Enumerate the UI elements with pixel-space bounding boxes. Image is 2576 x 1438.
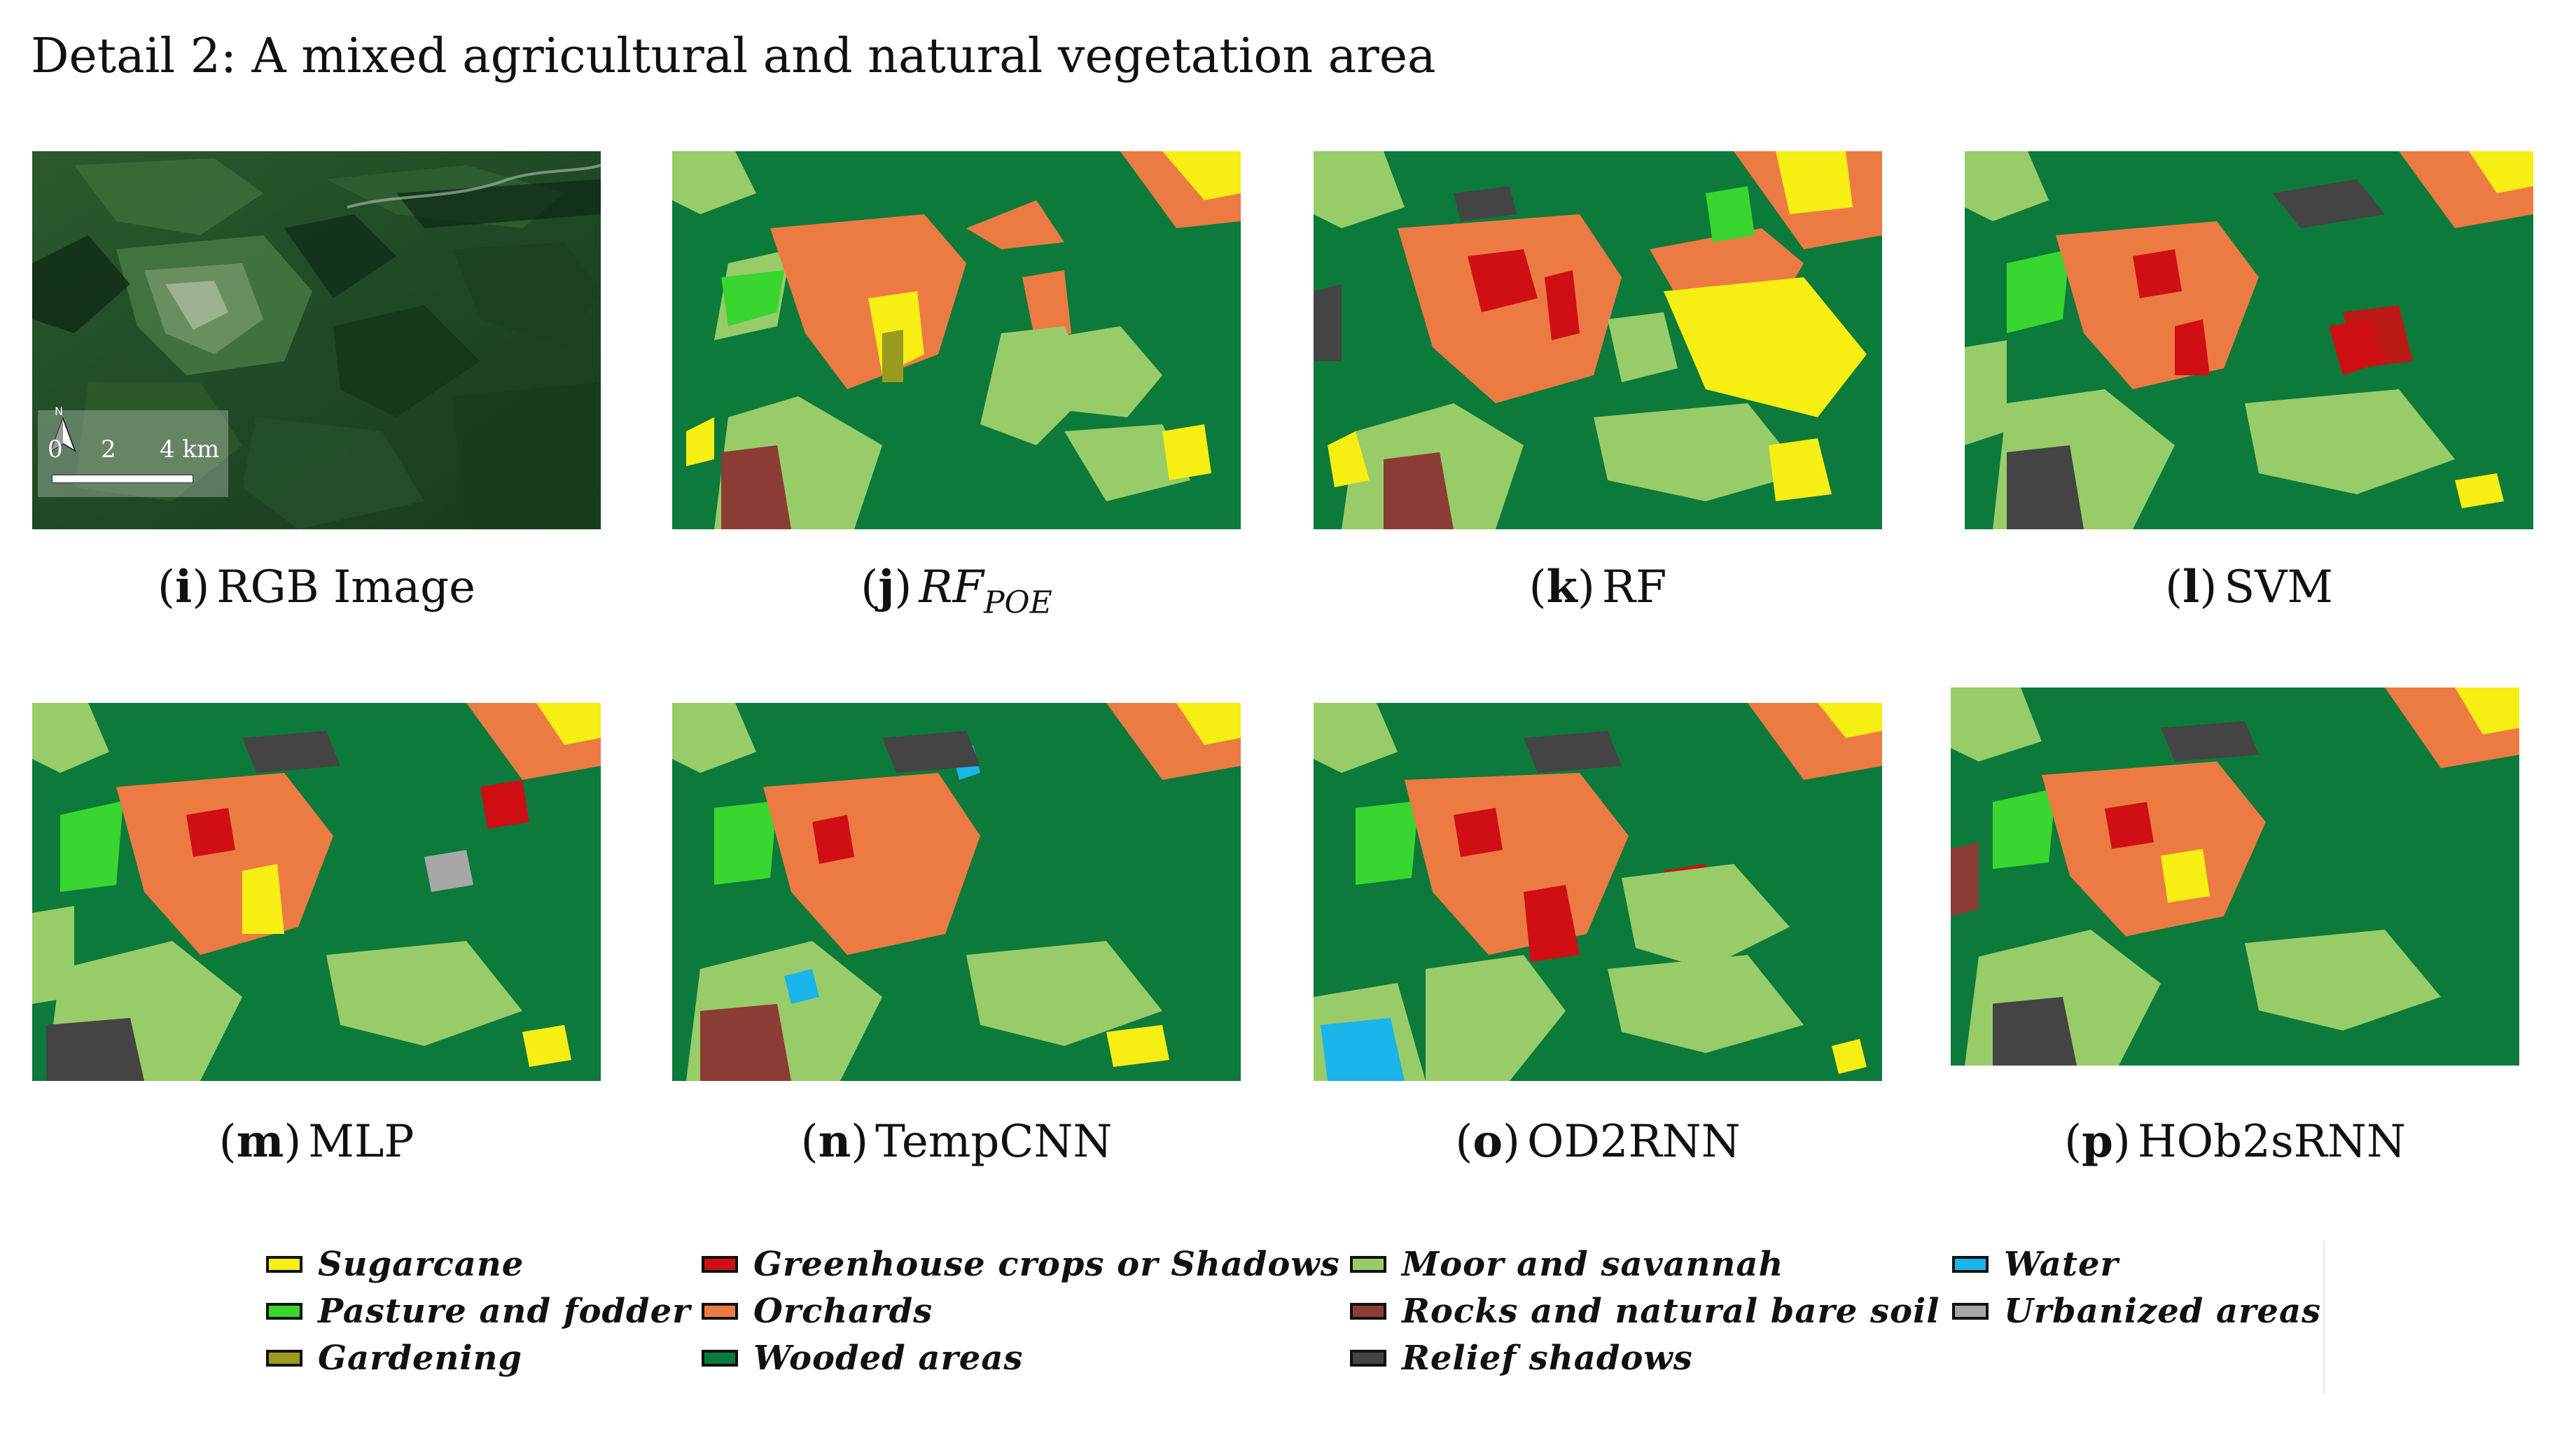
legend: Sugarcane Pasture and fodder Gardening G… xyxy=(259,1241,2325,1399)
north-arrow: N xyxy=(46,405,80,459)
caption-k: (k) RF xyxy=(1529,561,1667,613)
legend-swatch xyxy=(702,1255,738,1273)
legend-label: Gardening xyxy=(318,1338,523,1378)
legend-label: Moor and savannah xyxy=(1402,1244,1784,1284)
legend-swatch xyxy=(266,1349,302,1367)
caption-j: (j) RFPOE xyxy=(861,561,1052,621)
rf-poe-classification xyxy=(672,151,1241,529)
north-arrow-icon xyxy=(50,417,76,452)
caption-l: (l) SVM xyxy=(2165,561,2333,613)
caption-p: (p) HOb2sRNN xyxy=(2064,1115,2406,1168)
legend-divider xyxy=(2323,1241,2325,1395)
legend-item-water: Water xyxy=(1952,1241,2321,1287)
mlp-map xyxy=(32,703,601,1081)
caption-o: (o) OD2RNN xyxy=(1455,1115,1741,1168)
north-label: N xyxy=(55,405,63,418)
legend-item-moor: Moor and savannah xyxy=(1350,1241,1940,1287)
legend-swatch xyxy=(1350,1349,1386,1367)
caption-i: (i) RGB Image xyxy=(158,561,475,613)
legend-label: Urbanized areas xyxy=(2004,1291,2322,1331)
legend-column-2: Greenhouse crops or Shadows Orchards Woo… xyxy=(702,1241,1340,1381)
legend-item-gardening: Gardening xyxy=(266,1334,690,1381)
legend-swatch xyxy=(702,1349,738,1367)
od2rnn-map xyxy=(1314,703,1882,1081)
legend-swatch xyxy=(1350,1302,1386,1320)
legend-label: Orchards xyxy=(753,1291,933,1331)
legend-item-rocks: Rocks and natural bare soil xyxy=(1350,1287,1940,1334)
legend-label: Sugarcane xyxy=(318,1244,524,1284)
legend-swatch xyxy=(266,1302,302,1320)
rgb-image-panel: N 0 2 4 km xyxy=(32,151,601,529)
legend-label: Pasture and fodder xyxy=(318,1291,691,1331)
legend-column-4: Water Urbanized areas xyxy=(1952,1241,2321,1334)
legend-item-urban: Urbanized areas xyxy=(1952,1287,2321,1334)
hob2srnn-map xyxy=(1951,687,2519,1066)
legend-item-sugarcane: Sugarcane xyxy=(266,1241,690,1287)
mlp-classification xyxy=(32,703,601,1081)
legend-label: Greenhouse crops or Shadows xyxy=(753,1244,1340,1284)
rf-poe-map xyxy=(672,151,1241,529)
caption-n: (n) TempCNN xyxy=(800,1115,1113,1168)
legend-item-relief: Relief shadows xyxy=(1350,1334,1940,1381)
legend-label: Water xyxy=(2004,1244,2119,1284)
rf-map xyxy=(1314,151,1882,529)
caption-j-sub: POE xyxy=(983,585,1052,621)
caption-j-main: RF xyxy=(919,561,984,613)
legend-item-wooded: Wooded areas xyxy=(702,1334,1340,1381)
svm-map xyxy=(1965,151,2533,529)
legend-label: Rocks and natural bare soil xyxy=(1402,1291,1940,1331)
hob2srnn-classification xyxy=(1951,687,2519,1066)
tempcnn-classification xyxy=(672,703,1241,1081)
legend-swatch xyxy=(266,1255,302,1273)
tempcnn-map xyxy=(672,703,1241,1081)
rgb-satellite-image xyxy=(32,151,601,529)
scale-label-0: 0 xyxy=(48,435,63,463)
legend-label: Relief shadows xyxy=(1402,1338,1693,1378)
legend-swatch xyxy=(702,1302,738,1320)
legend-swatch xyxy=(1952,1255,1989,1273)
scale-label-4km: 4 km xyxy=(160,435,220,463)
legend-item-greenhouse: Greenhouse crops or Shadows xyxy=(702,1241,1340,1287)
caption-m: (m) MLP xyxy=(218,1115,415,1168)
legend-label: Wooded areas xyxy=(753,1338,1024,1378)
figure-title: Detail 2: A mixed agricultural and natur… xyxy=(31,29,1436,84)
legend-item-pasture: Pasture and fodder xyxy=(266,1287,690,1334)
legend-swatch xyxy=(1350,1255,1386,1273)
od2rnn-classification xyxy=(1314,703,1882,1081)
svm-classification xyxy=(1965,151,2533,529)
rf-classification xyxy=(1314,151,1882,529)
scale-label-2: 2 xyxy=(101,435,116,463)
legend-column-1: Sugarcane Pasture and fodder Gardening xyxy=(266,1241,690,1381)
legend-column-3: Moor and savannah Rocks and natural bare… xyxy=(1350,1241,1940,1381)
legend-swatch xyxy=(1952,1302,1989,1320)
legend-item-orchards: Orchards xyxy=(702,1287,1340,1334)
scale-bar xyxy=(52,475,193,483)
